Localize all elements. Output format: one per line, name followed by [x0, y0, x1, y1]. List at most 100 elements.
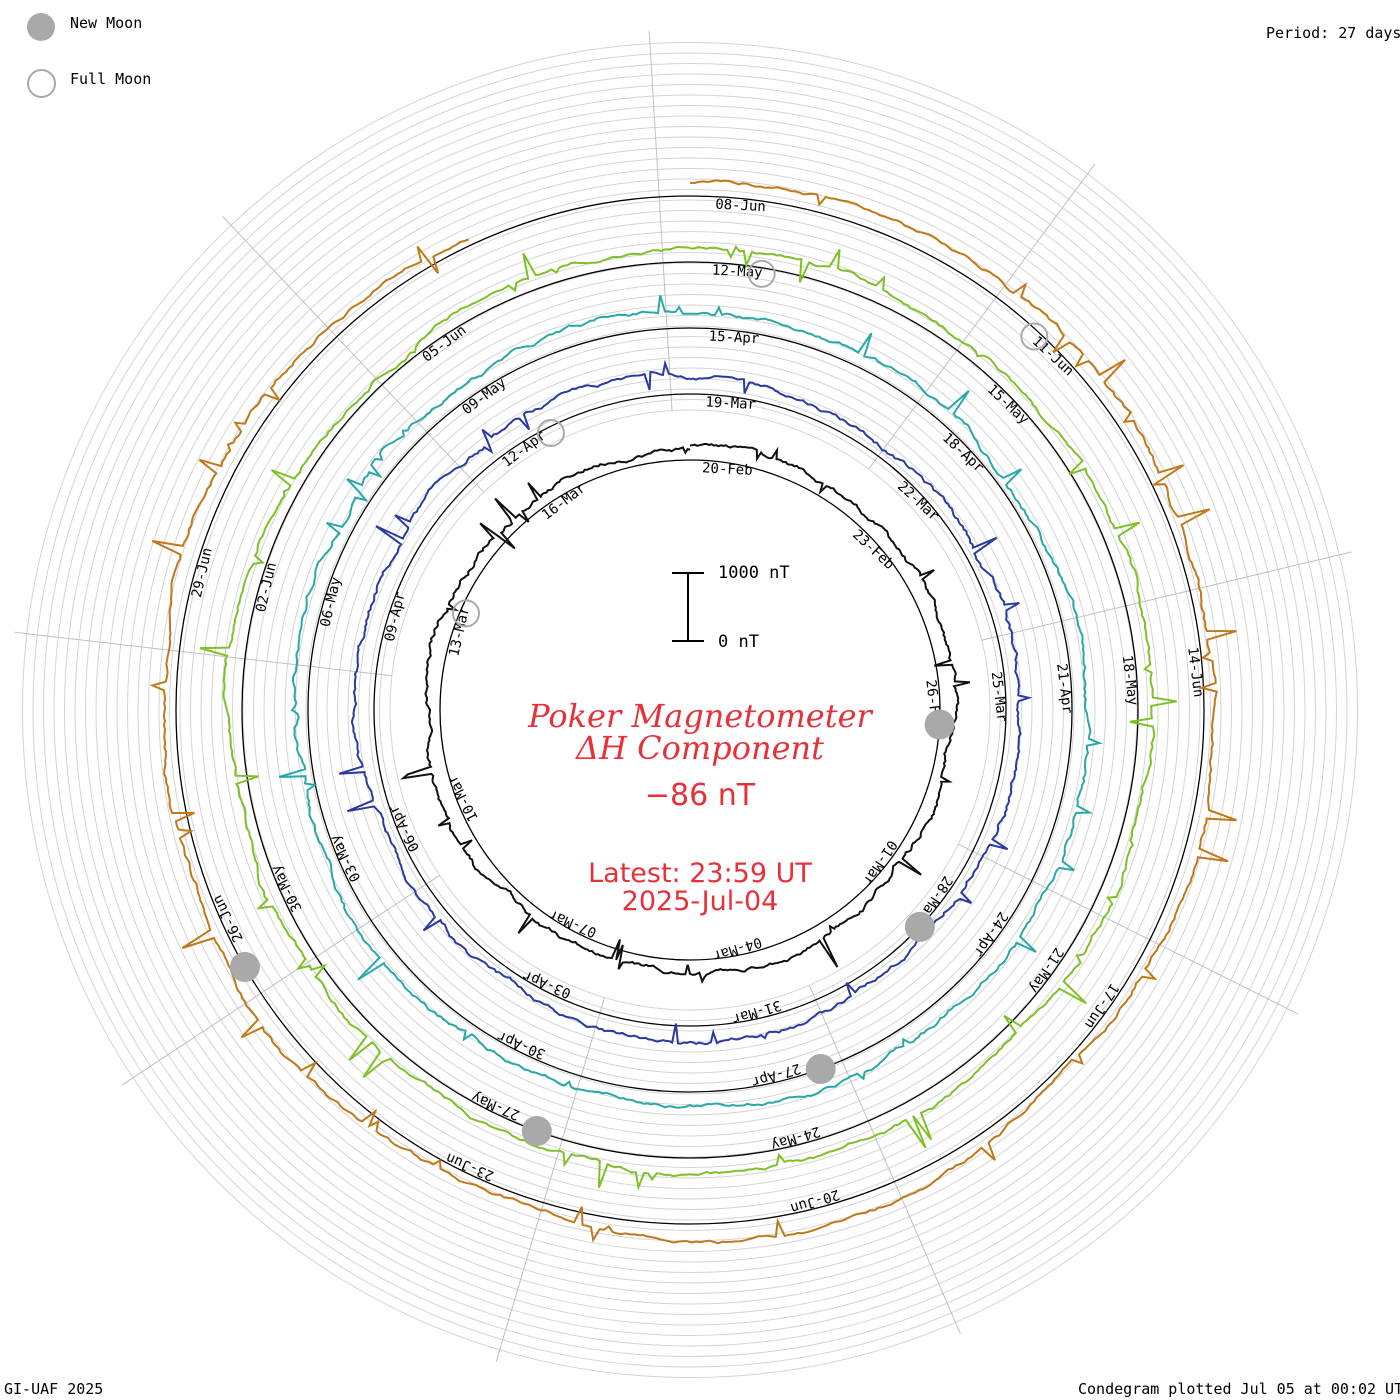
grid-spoke	[981, 551, 1352, 641]
date-label: 23-Feb	[849, 527, 897, 573]
date-label: 19-Mar	[705, 394, 756, 413]
date-label: 11-Jun	[1029, 333, 1077, 379]
grid-circle	[127, 147, 1253, 1273]
grid-circle	[190, 210, 1190, 1210]
grid-circle	[53, 73, 1327, 1347]
date-label: 05-Jun	[420, 322, 470, 365]
full-moon-legend-label: Full Moon	[70, 70, 152, 88]
full-moon-marker	[452, 599, 480, 628]
series-layer	[149, 179, 1237, 1245]
grid-circle	[179, 199, 1201, 1221]
grid-circle	[221, 241, 1159, 1179]
grid-circle	[347, 367, 1033, 1053]
grid-circle	[232, 252, 1148, 1168]
grid-circle	[263, 283, 1117, 1137]
date-label: 27-Apr	[749, 1060, 802, 1090]
moon-markers-layer	[229, 259, 1049, 1146]
series-trace	[149, 179, 1237, 1245]
grid-circle	[326, 346, 1054, 1074]
scale-bottom-label: 0 nT	[718, 632, 759, 652]
date-label: 15-Apr	[708, 329, 759, 348]
grid-circle	[368, 388, 1012, 1032]
date-label: 25-Mar	[988, 671, 1010, 723]
date-label: 13-Mar	[446, 605, 473, 658]
date-label: 14-Jun	[1184, 646, 1206, 698]
date-label: 23-Jun	[444, 1149, 497, 1183]
full-moon-marker	[536, 419, 565, 447]
series-trace	[338, 359, 1033, 1046]
ring-baseline	[175, 195, 1205, 1225]
latest-date: 2025-Jul-04	[621, 886, 779, 917]
grid-spoke	[868, 163, 1096, 470]
current-value: −86 nT	[644, 778, 756, 813]
date-label: 20-Feb	[702, 460, 753, 479]
grid-circle	[43, 63, 1337, 1357]
period-label: Period: 27 days	[1266, 24, 1400, 42]
grid-circle	[74, 94, 1306, 1326]
chart-title: Poker Magnetometer ΔH Component	[490, 700, 910, 764]
grid-circle	[106, 126, 1274, 1294]
grid-circle	[274, 294, 1106, 1126]
date-label: 22-Mar	[894, 478, 942, 524]
grid-circle	[85, 105, 1295, 1315]
date-label: 18-May	[1119, 654, 1141, 706]
grid-circle	[116, 136, 1264, 1284]
grid-circle	[200, 220, 1180, 1200]
date-label: 15-May	[984, 382, 1032, 428]
date-label: 02-Jun	[253, 561, 280, 614]
grid-circle	[22, 42, 1358, 1378]
new-moon-marker	[805, 1054, 836, 1084]
scale-top-label: 1000 nT	[718, 563, 790, 583]
grid-circle	[137, 157, 1243, 1263]
full-moon-marker	[747, 259, 776, 288]
new-moon-legend-icon	[27, 13, 55, 41]
new-moon-marker	[521, 1116, 552, 1146]
date-label: 04-Mar	[711, 934, 764, 964]
grid-circle	[32, 52, 1348, 1368]
grid-circle	[305, 325, 1075, 1095]
ring-baseline	[307, 327, 1073, 1093]
grid-spoke	[495, 997, 605, 1362]
ring-baseline	[241, 261, 1139, 1159]
scale-bar	[672, 572, 704, 642]
date-label: 10-Mar	[444, 772, 481, 824]
new-moon-marker	[904, 911, 935, 942]
date-label: 12-May	[712, 263, 763, 282]
date-label: 30-May	[268, 862, 305, 914]
full-moon-marker	[1020, 322, 1049, 351]
chart-title-line2: ΔH Component	[575, 729, 825, 767]
grid-spoke	[648, 31, 673, 411]
date-label: 27-May	[469, 1088, 522, 1122]
new-moon-marker	[924, 709, 955, 740]
date-label: 20-Jun	[788, 1186, 841, 1216]
footer-credit: GI-UAF 2025	[4, 1380, 104, 1398]
grid-circle	[253, 273, 1127, 1147]
grid-circle	[337, 357, 1043, 1063]
grid-spoke	[958, 843, 1299, 1015]
grid-circle	[316, 336, 1064, 1084]
date-label: 16-Mar	[539, 480, 589, 523]
date-label: 17-Jun	[1081, 980, 1122, 1031]
grid-spoke	[222, 215, 485, 493]
series-trace	[400, 443, 971, 984]
grid-circle	[379, 399, 1001, 1021]
latest-time: Latest: 23:59 UT	[588, 858, 812, 889]
grid-circle	[64, 84, 1316, 1336]
grid-spoke	[14, 631, 393, 677]
new-moon-legend-label: New Moon	[70, 14, 143, 32]
date-label: 21-Apr	[1053, 663, 1075, 715]
grid-circle	[148, 168, 1232, 1252]
grid-circle	[284, 304, 1096, 1116]
series-trace	[278, 295, 1103, 1109]
full-moon-legend-icon	[27, 69, 56, 98]
footer-plotted: Condegram plotted Jul 05 at 00:02 UT	[1078, 1380, 1400, 1398]
grid-circle	[389, 409, 991, 1011]
latest-block: Latest: 23:59 UT 2025-Jul-04	[490, 860, 910, 916]
grid-spoke	[122, 874, 440, 1086]
grid-circle	[242, 262, 1138, 1158]
date-label: 31-Mar	[730, 997, 783, 1027]
grid-spoke	[808, 985, 961, 1335]
new-moon-marker	[229, 952, 260, 982]
grid-circle	[211, 231, 1169, 1189]
